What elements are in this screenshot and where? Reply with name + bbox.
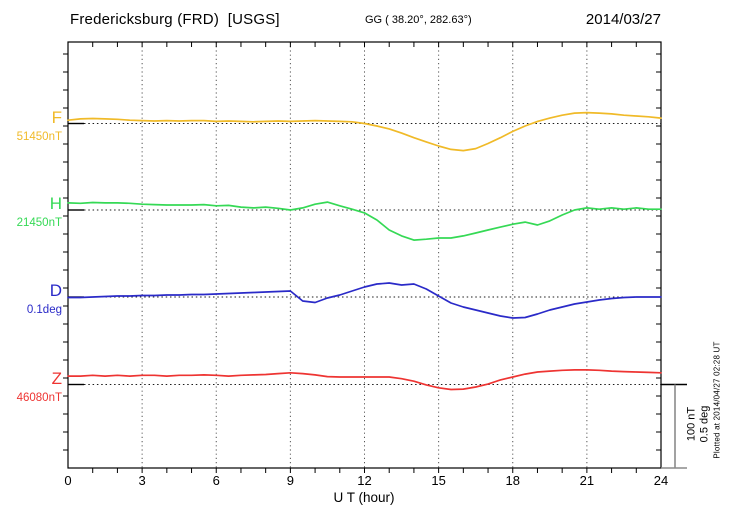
trace-F bbox=[67, 111, 662, 152]
x-tick-label-6: 6 bbox=[212, 473, 220, 488]
scale-bar-label: 100 nT 0.5 deg bbox=[686, 406, 711, 443]
component-baseline-H: 21450nT bbox=[16, 217, 62, 229]
plotted-at-note: Plotted at 2014/04/27 02:28 UT bbox=[712, 341, 722, 459]
component-baseline-Z: 46080nT bbox=[16, 391, 62, 404]
component-letter-F: F bbox=[51, 107, 62, 127]
component-baseline-F: 51450nT bbox=[16, 130, 62, 143]
component-letter-D: D bbox=[49, 281, 62, 300]
component-baseline-D: 0.1deg bbox=[26, 304, 62, 316]
x-tick-label-9: 9 bbox=[286, 473, 294, 488]
component-letter-H: H bbox=[49, 194, 62, 213]
station-title: Fredericksburg (FRD) [USGS] bbox=[70, 11, 280, 28]
plot-date: 2014/03/27 bbox=[585, 11, 661, 28]
x-tick-label-12: 12 bbox=[357, 473, 372, 488]
x-tick-label-15: 15 bbox=[431, 473, 446, 488]
x-tick-label-21: 21 bbox=[579, 473, 595, 488]
x-tick-label-3: 3 bbox=[138, 473, 146, 488]
x-tick-label-0: 0 bbox=[64, 473, 72, 488]
scale-bar-nt-label: 100 nT bbox=[685, 406, 698, 442]
geographic-coordinates: GG ( 38.20°, 282.63°) bbox=[365, 14, 472, 26]
x-axis-label: U T (hour) bbox=[333, 490, 395, 505]
component-letter-Z: Z bbox=[51, 368, 62, 388]
trace-D bbox=[67, 282, 662, 319]
trace-Z bbox=[67, 369, 662, 391]
x-tick-label-18: 18 bbox=[505, 473, 520, 488]
x-tick-label-24: 24 bbox=[653, 473, 669, 488]
scale-bar-deg-label: 0.5 deg bbox=[698, 405, 710, 443]
trace-H bbox=[67, 201, 662, 241]
